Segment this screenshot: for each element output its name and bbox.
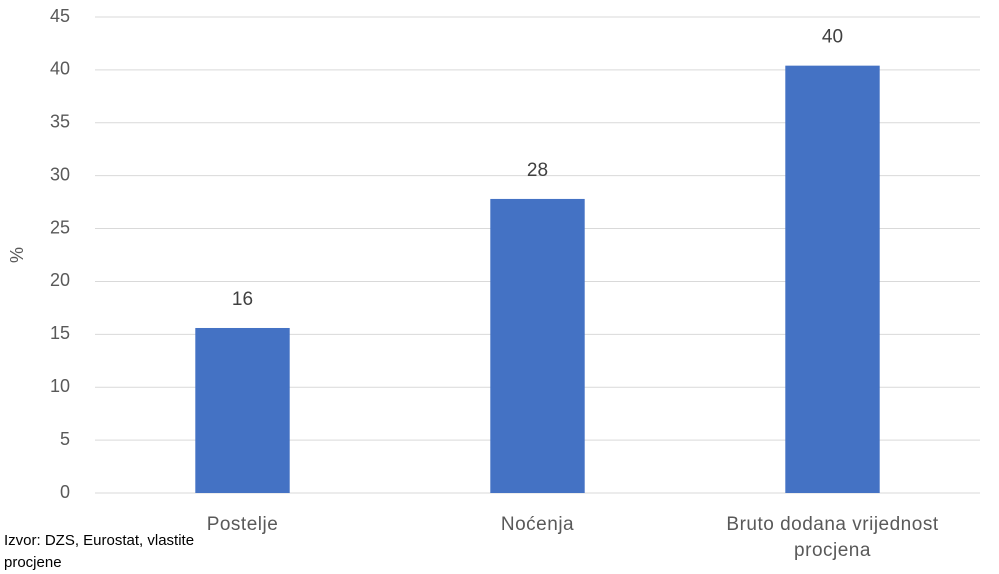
data-label: 28	[527, 160, 548, 181]
x-tick-label: Noćenja	[500, 514, 575, 535]
data-label: 40	[822, 27, 843, 48]
bar	[490, 198, 585, 493]
bar	[195, 327, 290, 493]
y-tick-label: 15	[50, 323, 70, 343]
y-tick-label: 20	[50, 270, 70, 290]
x-tick-label: Bruto dodana vrijednost procjena	[726, 514, 939, 561]
y-tick-label: 5	[60, 429, 70, 449]
data-label: 16	[232, 289, 253, 310]
y-tick-label: 0	[60, 482, 70, 502]
y-tick-label: 40	[50, 59, 70, 79]
y-tick-label: 25	[50, 217, 70, 237]
bar	[785, 65, 880, 493]
y-tick-label: 35	[50, 112, 70, 132]
x-tick-label: Postelje	[206, 514, 279, 535]
source-note: Izvor: DZS, Eurostat, vlastite procjene	[4, 532, 195, 571]
y-tick-label: 45	[50, 6, 70, 26]
y-tick-label: 30	[50, 164, 70, 184]
y-axis-label: %	[7, 247, 27, 263]
y-tick-label: 10	[50, 376, 70, 396]
